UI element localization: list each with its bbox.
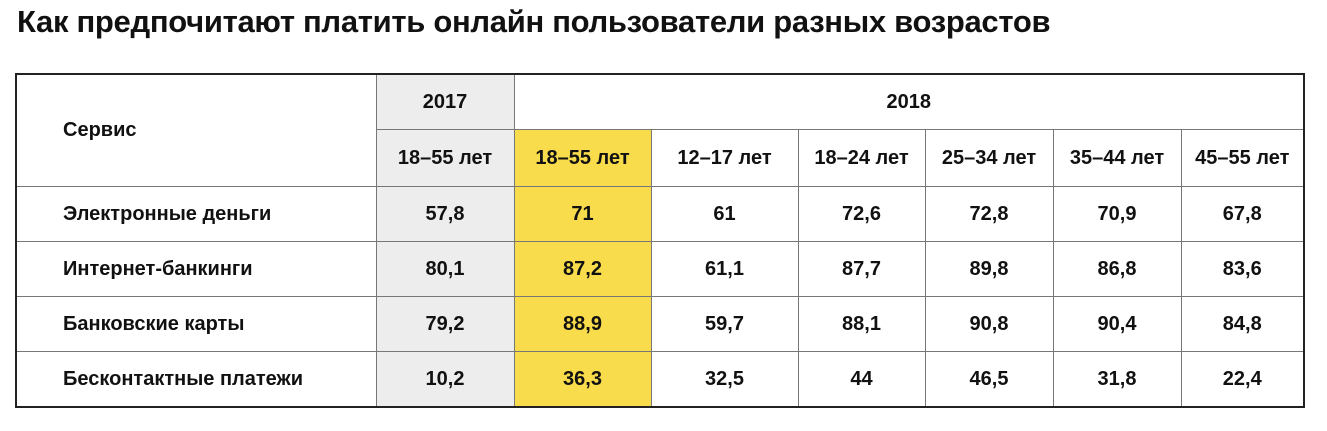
value-cell: 87,2 bbox=[513, 241, 652, 297]
age-header: 25–34 лет bbox=[924, 129, 1054, 187]
value-cell: 61,1 bbox=[650, 241, 799, 297]
data-row: Бесконтактные платежи 10,2 36,3 32,5 44 46,5 3… bbox=[15, 351, 1305, 408]
value-cell: 59,7 bbox=[650, 296, 799, 352]
value-cell: 10,2 bbox=[375, 351, 515, 408]
data-table: Сервис 2017 2018 18–55 лет 18–55 лет 12–17 ле… bbox=[15, 73, 1305, 408]
age-header: 18–24 лет bbox=[797, 129, 926, 187]
service-cell: Электронные деньги bbox=[15, 186, 377, 242]
value-cell: 84,8 bbox=[1180, 296, 1305, 352]
value-cell: 90,4 bbox=[1052, 296, 1182, 352]
age-header: 18–55 лет bbox=[513, 129, 652, 187]
header-row: 18–55 лет 18–55 лет 12–17 лет 18–24 лет 25–3… bbox=[16, 129, 1305, 187]
value-cell: 61 bbox=[650, 186, 799, 242]
value-cell: 67,8 bbox=[1180, 186, 1305, 242]
value-cell: 70,9 bbox=[1052, 186, 1182, 242]
value-cell: 44 bbox=[797, 351, 926, 408]
value-cell: 31,8 bbox=[1052, 351, 1182, 408]
value-cell: 57,8 bbox=[375, 186, 515, 242]
service-cell: Банковские карты bbox=[15, 296, 377, 352]
service-cell: Бесконтактные платежи bbox=[15, 351, 377, 408]
value-cell: 32,5 bbox=[650, 351, 799, 408]
value-cell: 86,8 bbox=[1052, 241, 1182, 297]
corner-header: Сервис bbox=[15, 73, 377, 187]
value-cell: 90,8 bbox=[924, 296, 1054, 352]
value-cell: 80,1 bbox=[375, 241, 515, 297]
value-cell: 72,6 bbox=[797, 186, 926, 242]
data-row: Электронные деньги 57,8 71 61 72,6 72,8 70,9 67… bbox=[15, 186, 1305, 242]
value-cell: 88,9 bbox=[513, 296, 652, 352]
year-header: 2017 bbox=[375, 73, 515, 130]
data-row: Интернет-банкинги 80,1 87,2 61,1 87,7 89,8 86,… bbox=[15, 241, 1305, 297]
age-header: 45–55 лет bbox=[1180, 129, 1305, 187]
age-header: 35–44 лет bbox=[1052, 129, 1182, 187]
value-cell: 72,8 bbox=[924, 186, 1054, 242]
data-row: Банковские карты 79,2 88,9 59,7 88,1 90,8 90,4… bbox=[15, 296, 1305, 352]
value-cell: 88,1 bbox=[797, 296, 926, 352]
title: Как предпочитают платить онлайн пользова… bbox=[17, 4, 1051, 39]
value-cell: 79,2 bbox=[375, 296, 515, 352]
service-cell: Интернет-банкинги bbox=[15, 241, 377, 297]
value-cell: 46,5 bbox=[924, 351, 1054, 408]
year-header: 2018 bbox=[513, 73, 1305, 130]
age-header: 18–55 лет bbox=[375, 129, 515, 187]
header-row: Сервис 2017 2018 bbox=[15, 73, 1305, 187]
value-cell: 87,7 bbox=[797, 241, 926, 297]
value-cell: 89,8 bbox=[924, 241, 1054, 297]
age-header: 12–17 лет bbox=[650, 129, 799, 187]
value-cell: 36,3 bbox=[513, 351, 652, 408]
value-cell: 71 bbox=[513, 186, 652, 242]
value-cell: 22,4 bbox=[1180, 351, 1305, 408]
value-cell: 83,6 bbox=[1180, 241, 1305, 297]
